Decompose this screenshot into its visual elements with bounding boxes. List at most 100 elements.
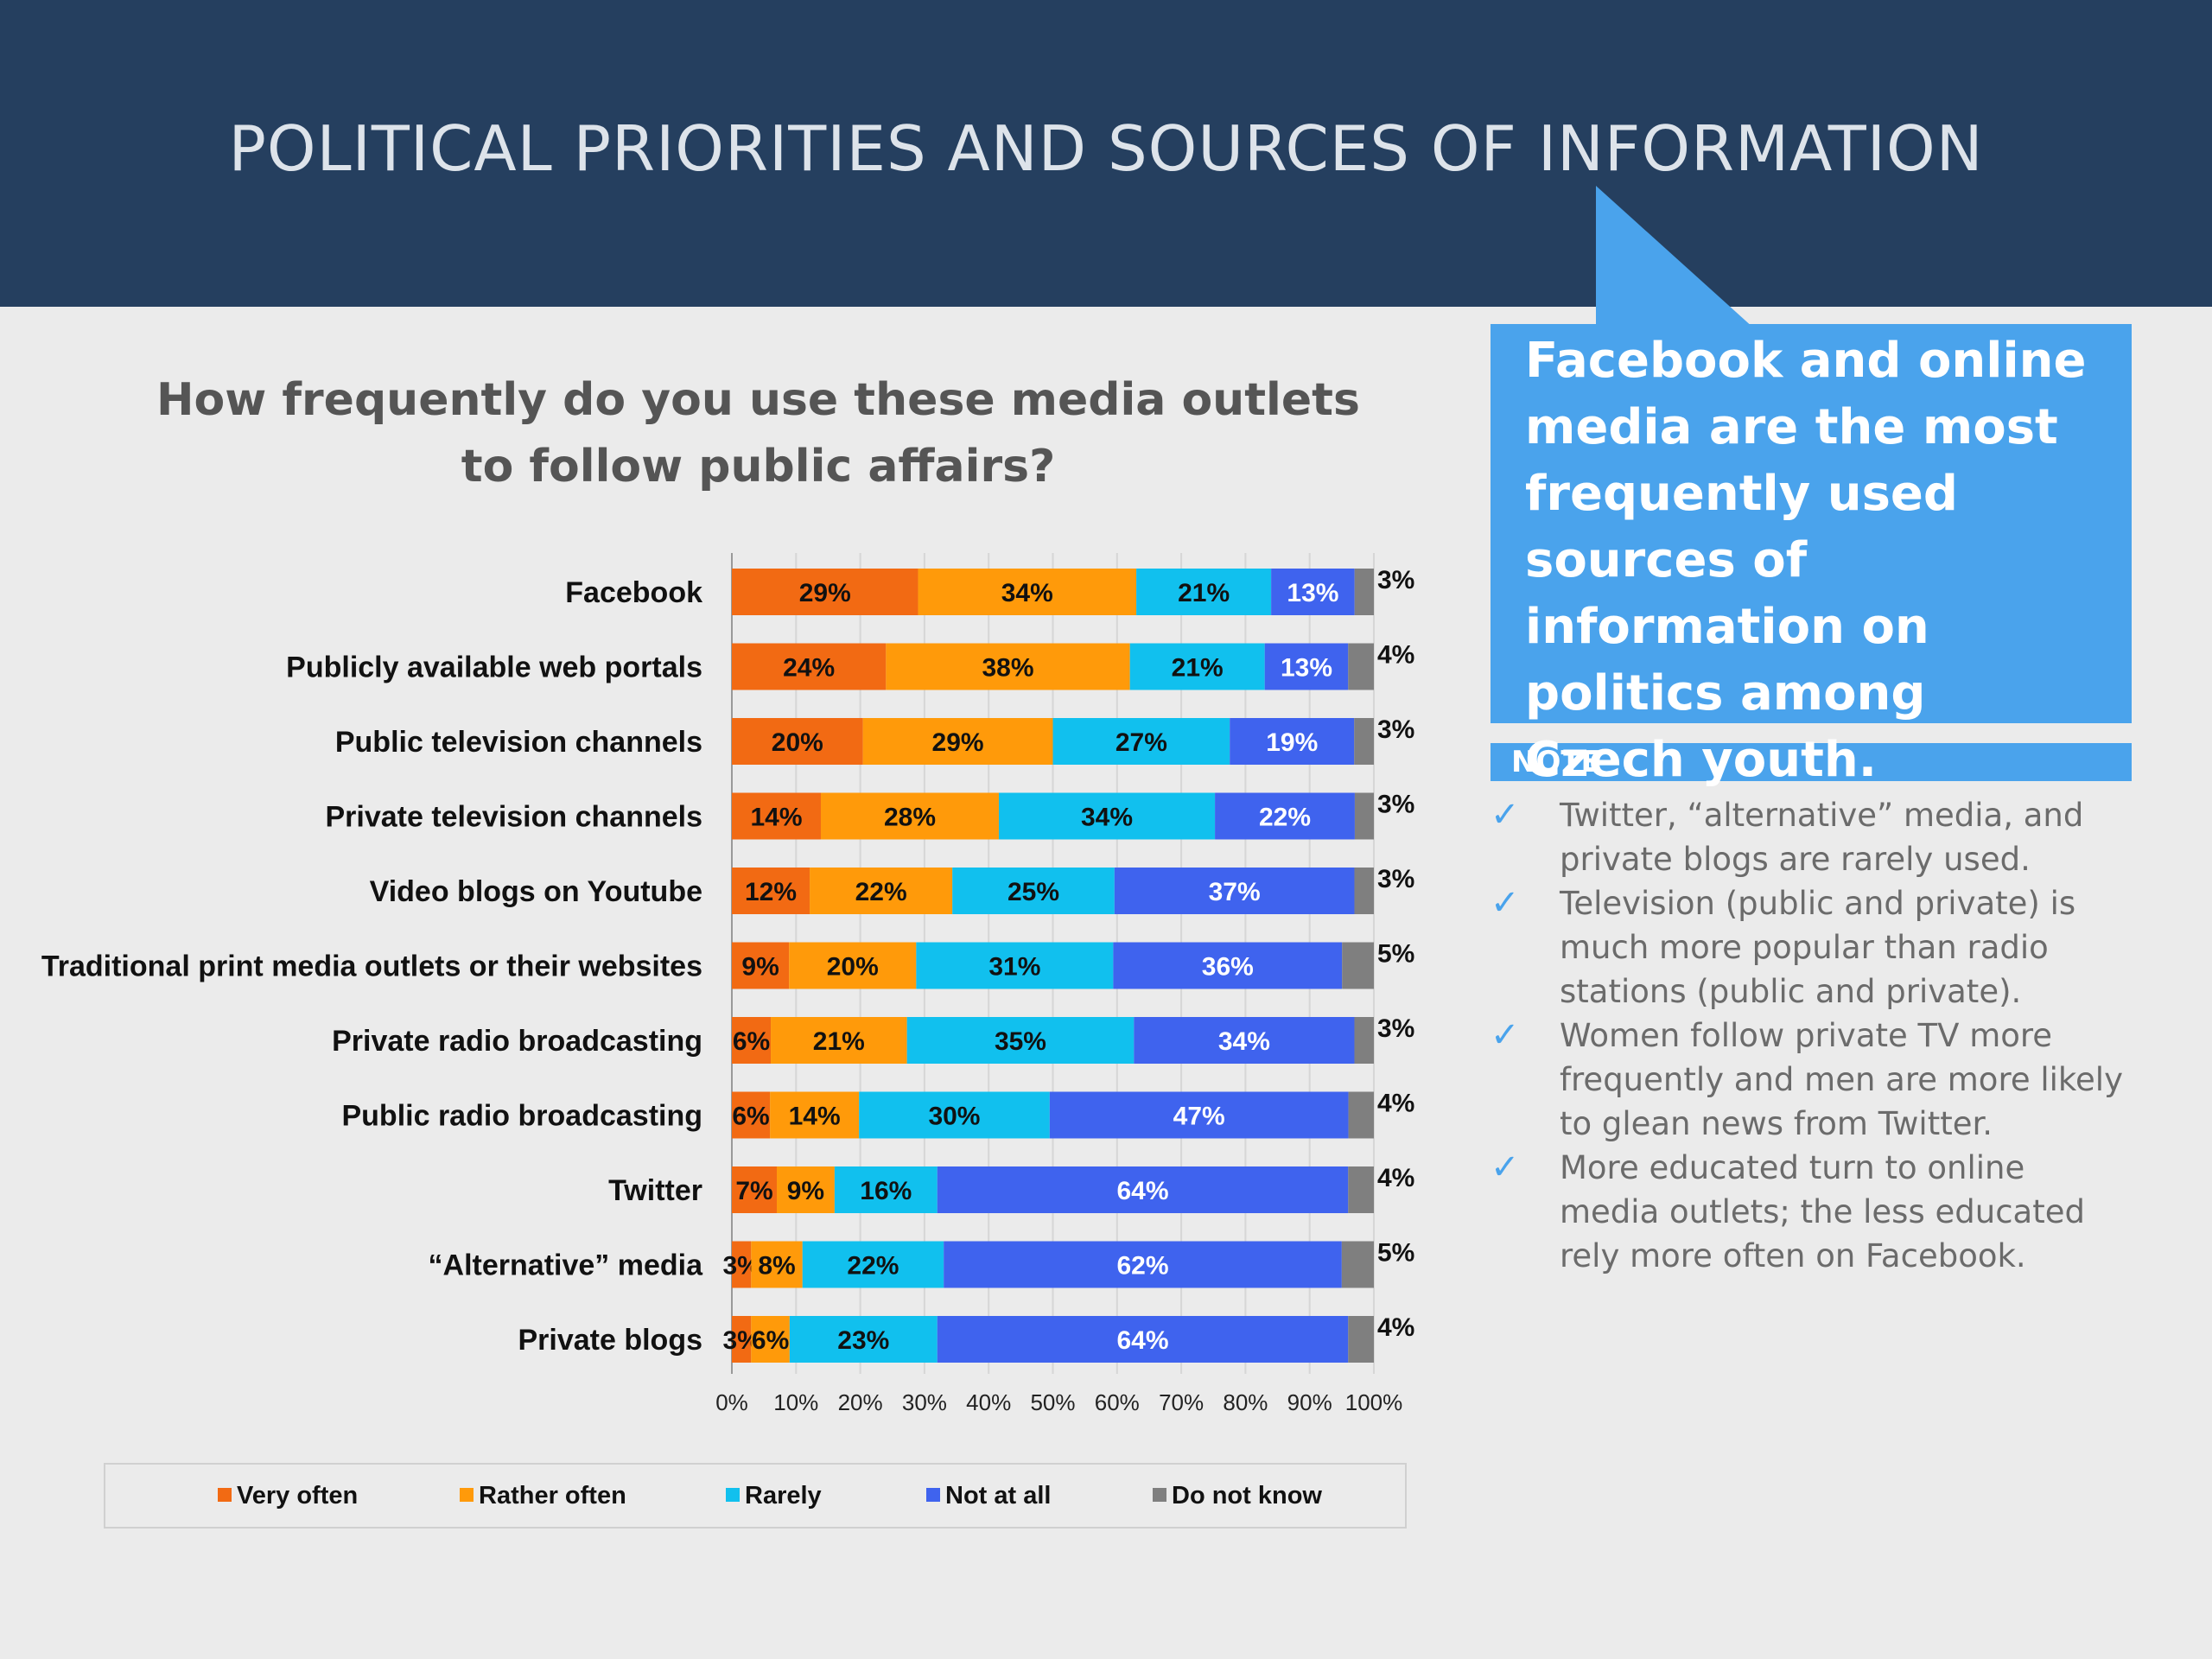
note-list: ✓ Twitter, “alternative” media, and priv… (1491, 793, 2132, 1278)
data-label: 25% (1007, 878, 1059, 906)
bar-segment (1230, 718, 1355, 765)
bar-segment (998, 792, 1216, 840)
data-label: 21% (1172, 654, 1224, 683)
bar-segment (732, 1091, 771, 1139)
bar-segment (906, 1017, 1135, 1064)
checkmark-icon: ✓ (1491, 883, 1520, 923)
x-tick-label: 100% (1345, 1389, 1403, 1415)
category-label: Public radio broadcasting (341, 1100, 702, 1133)
bar-segment (1215, 792, 1355, 840)
data-label: 14% (789, 1103, 841, 1131)
bar-segment (820, 792, 999, 840)
data-label: 3% (1377, 715, 1414, 744)
data-label: 37% (1209, 878, 1261, 906)
legend-swatch (726, 1488, 740, 1503)
data-label: 9% (741, 953, 779, 982)
bar-segment (952, 868, 1115, 914)
callout-pointer (1596, 186, 1754, 328)
chart-question: How frequently do you use these media ou… (156, 374, 1360, 493)
bar-segment (732, 718, 863, 765)
data-label: 4% (1377, 1090, 1414, 1118)
data-label: 6% (733, 1027, 770, 1056)
legend-label: Rather often (479, 1482, 626, 1510)
bar-segment (732, 643, 887, 690)
data-label: 47% (1173, 1103, 1225, 1131)
data-label: 30% (928, 1103, 980, 1131)
bar-segment (1134, 1017, 1355, 1064)
category-label: Twitter (608, 1174, 702, 1207)
data-label: 21% (813, 1027, 865, 1056)
data-label: 4% (1377, 1164, 1414, 1192)
bar-segment (732, 1166, 778, 1213)
bar-segment (1136, 569, 1272, 615)
category-label: Public television channels (335, 726, 702, 759)
data-label: 31% (988, 953, 1040, 982)
data-label: 13% (1287, 579, 1338, 607)
note-item: ✓ More educated turn to online media out… (1491, 1146, 2132, 1278)
bar-segment (1354, 1017, 1374, 1064)
bar-segment (802, 1241, 944, 1288)
note-item: ✓ Television (public and private) is muc… (1491, 881, 2132, 1014)
data-label: 27% (1116, 728, 1167, 757)
bar-segment (918, 569, 1137, 615)
note-text: More educated turn to online media outle… (1560, 1149, 2085, 1274)
callout-box: Facebook and online media are the most f… (1491, 324, 2132, 788)
bar-segment (1271, 569, 1355, 615)
bar-segment (1354, 718, 1374, 765)
x-tick-label: 80% (1223, 1389, 1268, 1415)
bar-segment (834, 1166, 938, 1213)
bar-segment (1052, 718, 1230, 765)
note-text: Television (public and private) is much … (1560, 885, 2076, 1010)
bar-segment (1114, 868, 1355, 914)
data-label: 5% (1377, 940, 1414, 969)
data-label: 22% (855, 878, 907, 906)
x-tick-label: 0% (715, 1389, 748, 1415)
chart-legend: Very often Rather often Rarely Not at all Do… (104, 1463, 1407, 1529)
data-label: 16% (860, 1177, 912, 1205)
data-label: 36% (1202, 953, 1254, 982)
bar-segment (1264, 643, 1349, 690)
bar-segment (810, 868, 953, 914)
checkmark-icon: ✓ (1491, 1147, 1520, 1187)
data-label: 20% (772, 728, 823, 757)
note-text: Twitter, “alternative” media, and privat… (1560, 797, 2084, 878)
data-label: 34% (1001, 579, 1053, 607)
legend-label: Not at all (945, 1482, 1052, 1510)
bar-segment (732, 569, 918, 615)
data-label: 22% (847, 1252, 899, 1281)
bar-segment (1354, 792, 1374, 840)
data-label: 28% (884, 804, 936, 832)
callout-text: Facebook and online media are the most f… (1525, 333, 2087, 788)
data-label: 29% (799, 579, 851, 607)
note-item: ✓ Twitter, “alternative” media, and priv… (1491, 793, 2132, 881)
data-label: 12% (745, 878, 797, 906)
bar-segment (886, 643, 1130, 690)
bar-segment (732, 868, 810, 914)
data-label: 14% (750, 804, 802, 832)
data-label: 34% (1081, 804, 1133, 832)
data-label: 35% (995, 1027, 1046, 1056)
bar-segment (1129, 643, 1265, 690)
checkmark-icon: ✓ (1491, 795, 1520, 835)
category-label: Traditional print media outlets or their… (41, 950, 702, 983)
bar-segment (732, 1241, 752, 1288)
legend-label: Do not know (1172, 1482, 1322, 1510)
bar-segment (777, 1166, 835, 1213)
category-label: Private television channels (325, 801, 702, 834)
x-tick-label: 30% (902, 1389, 947, 1415)
bar-segment (937, 1166, 1349, 1213)
category-label: Private blogs (518, 1324, 702, 1357)
bar-segment (789, 942, 917, 989)
bar-segment (732, 942, 790, 989)
data-label: 62% (1116, 1252, 1168, 1281)
legend-label: Rarely (745, 1482, 822, 1510)
x-tick-label: 60% (1095, 1389, 1140, 1415)
legend-item: Rather often (460, 1465, 626, 1527)
data-label: 4% (1377, 641, 1414, 670)
data-label: 9% (787, 1177, 824, 1205)
legend-swatch (218, 1488, 232, 1503)
data-label: 19% (1266, 728, 1318, 757)
data-label: 5% (1377, 1239, 1414, 1268)
data-label: 38% (982, 654, 1033, 683)
